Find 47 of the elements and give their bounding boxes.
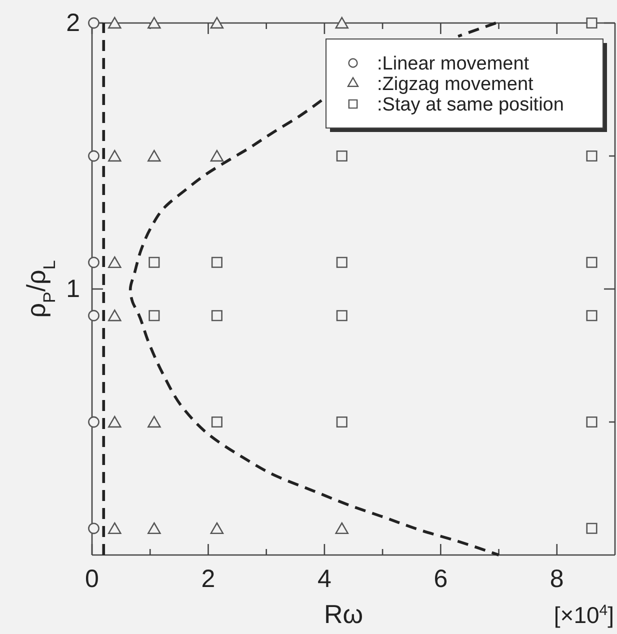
x-axis-title: Rω bbox=[324, 599, 364, 629]
point bbox=[88, 17, 100, 29]
point bbox=[210, 150, 224, 162]
point bbox=[586, 310, 598, 322]
x-tick-label: 4 bbox=[317, 564, 332, 593]
legend-label: :Zigzag movement bbox=[377, 74, 534, 96]
point bbox=[335, 522, 349, 534]
text: [×10$^{4}$] bbox=[554, 602, 614, 628]
point bbox=[211, 310, 222, 322]
point bbox=[335, 16, 349, 29]
point bbox=[336, 256, 348, 268]
point bbox=[210, 522, 224, 534]
point bbox=[88, 416, 100, 428]
x-tick-label: 2 bbox=[201, 564, 216, 593]
point bbox=[88, 310, 100, 322]
point bbox=[148, 16, 161, 29]
point bbox=[148, 416, 161, 428]
point bbox=[108, 310, 122, 322]
point bbox=[586, 256, 598, 268]
point bbox=[211, 256, 222, 268]
point bbox=[586, 150, 598, 162]
point bbox=[336, 310, 348, 322]
point bbox=[148, 150, 161, 162]
point bbox=[586, 522, 598, 534]
point bbox=[148, 522, 161, 534]
point bbox=[148, 310, 160, 322]
point bbox=[88, 256, 100, 268]
x-tick-label: 6 bbox=[434, 564, 448, 593]
point bbox=[210, 16, 224, 29]
point bbox=[336, 416, 348, 428]
x-tick-label: 0 bbox=[85, 564, 99, 593]
point bbox=[108, 522, 122, 534]
point bbox=[108, 150, 122, 162]
point bbox=[336, 150, 348, 162]
y-tick-label: 1 bbox=[66, 275, 80, 303]
point bbox=[108, 16, 122, 29]
point bbox=[148, 256, 160, 268]
point bbox=[108, 416, 122, 428]
legend-label: :Stay at same position bbox=[377, 94, 564, 116]
point bbox=[586, 416, 598, 428]
x-tick-label: 8 bbox=[550, 564, 564, 593]
point bbox=[211, 416, 222, 428]
point bbox=[108, 256, 122, 268]
point bbox=[88, 150, 100, 162]
point bbox=[88, 522, 100, 534]
legend-label: :Linear movement bbox=[377, 54, 530, 75]
point bbox=[586, 17, 598, 29]
